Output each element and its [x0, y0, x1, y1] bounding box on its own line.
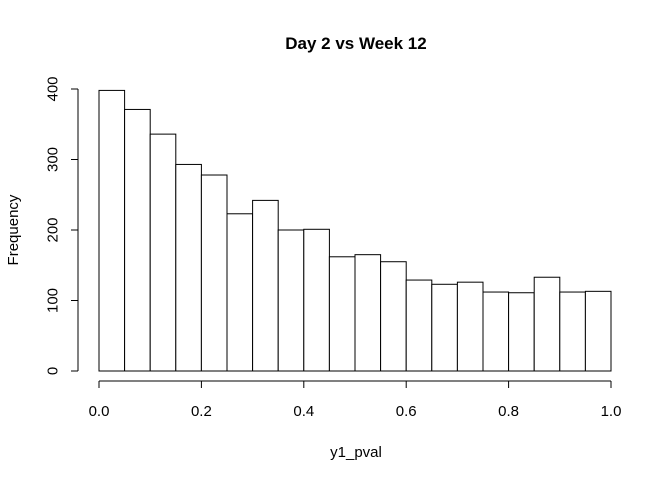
- y-tick-label: 0: [45, 367, 62, 375]
- histogram-bar-11: [380, 261, 407, 372]
- histogram-bar-14: [456, 281, 484, 372]
- histogram-bar-13: [431, 283, 458, 372]
- x-tick-label: 0.2: [191, 403, 212, 420]
- histogram-bar-6: [252, 199, 279, 372]
- x-axis-label: y1_pval: [330, 444, 382, 461]
- histogram-bar-17: [533, 276, 561, 372]
- histogram-bar-18: [559, 291, 586, 372]
- histogram-bar-3: [175, 163, 202, 372]
- y-axis: 0 100 200 300 400: [45, 76, 79, 375]
- y-tick-label: 200: [45, 217, 62, 242]
- histogram-bar-19: [584, 290, 612, 372]
- bars-group: [98, 89, 612, 372]
- histogram-bar-16: [508, 292, 535, 372]
- x-tick-label: 0.4: [293, 403, 314, 420]
- y-axis-label: Frequency: [5, 194, 22, 265]
- histogram-bar-15: [482, 291, 510, 372]
- histogram-bar-0: [98, 89, 126, 372]
- histogram-bar-2: [149, 133, 177, 372]
- chart-title: Day 2 vs Week 12: [285, 34, 426, 53]
- x-axis: 0.0 0.2 0.4 0.6 0.8 1.0: [89, 380, 622, 420]
- histogram-bar-12: [405, 279, 433, 372]
- y-tick-label: 400: [45, 76, 62, 101]
- x-tick-label: 0.8: [498, 403, 519, 420]
- y-tick-label: 300: [45, 147, 62, 172]
- histogram-bar-9: [328, 256, 356, 372]
- histogram-bar-10: [354, 254, 382, 372]
- x-tick-label: 1.0: [601, 403, 622, 420]
- y-tick-label: 100: [45, 288, 62, 313]
- histogram-bar-1: [124, 108, 151, 372]
- histogram-bar-4: [200, 174, 228, 372]
- x-tick-label: 0.0: [89, 403, 110, 420]
- histogram-bar-5: [226, 213, 254, 372]
- histogram-bar-7: [277, 229, 305, 372]
- histogram-bar-8: [303, 228, 330, 372]
- x-tick-label: 0.6: [396, 403, 417, 420]
